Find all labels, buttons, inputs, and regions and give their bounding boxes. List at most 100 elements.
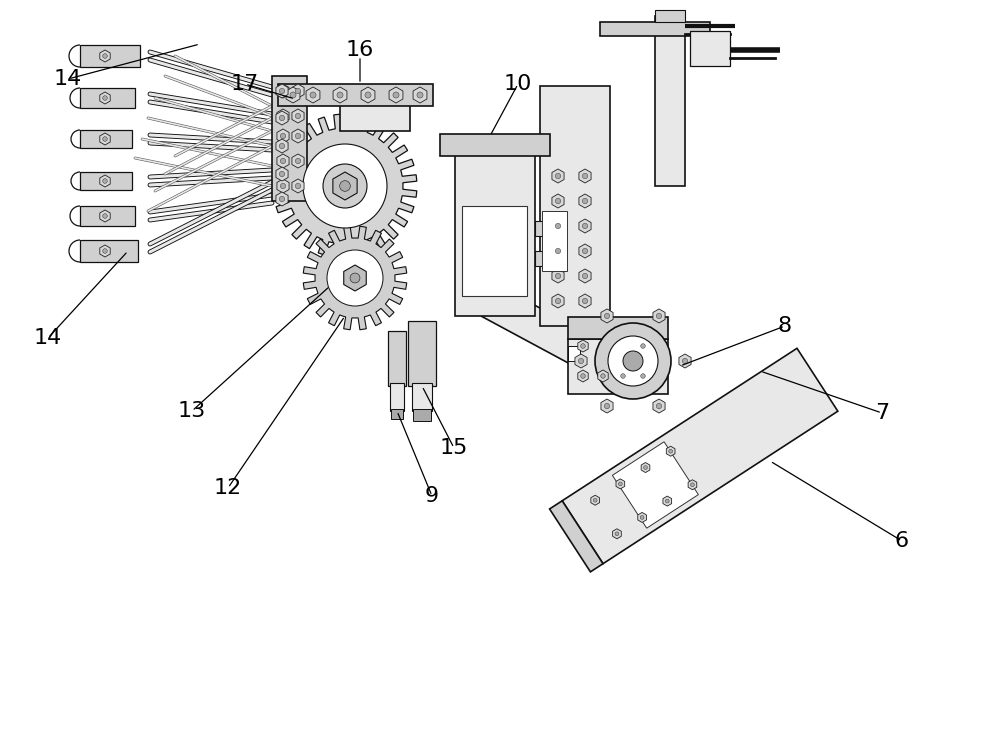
Circle shape [581,373,585,378]
Polygon shape [579,194,591,208]
Circle shape [615,532,619,536]
Circle shape [393,92,399,98]
Circle shape [280,158,286,163]
Circle shape [337,92,343,98]
Bar [440,134,550,156]
Polygon shape [292,129,304,143]
Bar [568,339,668,394]
Circle shape [582,223,588,228]
Polygon shape [552,219,564,233]
Polygon shape [292,109,304,123]
Polygon shape [100,245,110,257]
Polygon shape [276,192,288,206]
Polygon shape [552,244,564,258]
Polygon shape [552,194,564,208]
Circle shape [604,404,610,409]
Polygon shape [638,370,648,382]
Polygon shape [552,294,564,308]
Circle shape [682,358,688,364]
Polygon shape [578,370,588,382]
Polygon shape [579,169,591,183]
Circle shape [417,92,423,98]
Text: 12: 12 [214,478,242,498]
Circle shape [327,250,383,306]
Polygon shape [277,179,289,193]
Bar [80,88,135,108]
Circle shape [295,88,301,94]
Bar [390,383,404,411]
Polygon shape [306,87,320,103]
Bar [562,349,838,564]
Circle shape [623,351,643,371]
Circle shape [656,404,662,409]
Text: 14: 14 [34,328,62,348]
Bar [612,442,698,528]
Bar [455,146,535,316]
Circle shape [103,249,107,253]
Circle shape [310,92,316,98]
Text: 7: 7 [875,403,889,423]
Circle shape [280,113,286,119]
Circle shape [621,373,625,378]
Circle shape [641,373,645,378]
Circle shape [290,92,296,98]
Circle shape [555,173,561,178]
Polygon shape [277,109,289,123]
Circle shape [303,144,387,228]
Bar [278,84,433,106]
Polygon shape [601,399,613,413]
Circle shape [103,178,107,183]
Polygon shape [568,346,580,361]
Polygon shape [100,210,110,222]
Polygon shape [641,463,650,472]
Circle shape [555,274,561,279]
Bar [535,251,557,266]
Circle shape [279,116,285,121]
Bar [80,206,135,226]
Bar [391,409,403,419]
Bar [388,331,406,386]
Polygon shape [653,399,665,413]
Circle shape [669,449,673,453]
Bar [655,10,685,22]
Bar [568,317,668,339]
Text: 10: 10 [504,74,532,94]
Circle shape [691,483,694,487]
Circle shape [280,88,286,94]
Polygon shape [679,354,691,368]
Polygon shape [276,84,288,98]
Polygon shape [688,480,697,490]
Bar [80,45,140,67]
Polygon shape [361,87,375,103]
Polygon shape [344,265,366,291]
Circle shape [630,353,646,369]
Polygon shape [666,446,675,456]
Polygon shape [578,340,588,352]
Bar [80,240,138,262]
Circle shape [665,499,669,503]
Circle shape [295,158,301,163]
Circle shape [103,214,107,218]
Circle shape [279,172,285,177]
Circle shape [295,113,301,119]
Bar [690,31,730,66]
Polygon shape [579,294,591,308]
Polygon shape [638,513,646,522]
Bar [535,221,557,236]
Polygon shape [286,87,300,103]
Polygon shape [598,370,608,382]
Polygon shape [276,139,288,153]
Text: 14: 14 [54,69,82,89]
Circle shape [295,184,301,189]
Circle shape [582,248,588,254]
Circle shape [604,313,610,318]
Circle shape [582,198,588,203]
Circle shape [103,96,107,101]
Circle shape [640,516,644,519]
Circle shape [593,498,597,502]
Polygon shape [276,111,288,125]
Polygon shape [100,133,110,145]
Bar [600,22,710,36]
Polygon shape [273,114,417,258]
Polygon shape [579,219,591,233]
